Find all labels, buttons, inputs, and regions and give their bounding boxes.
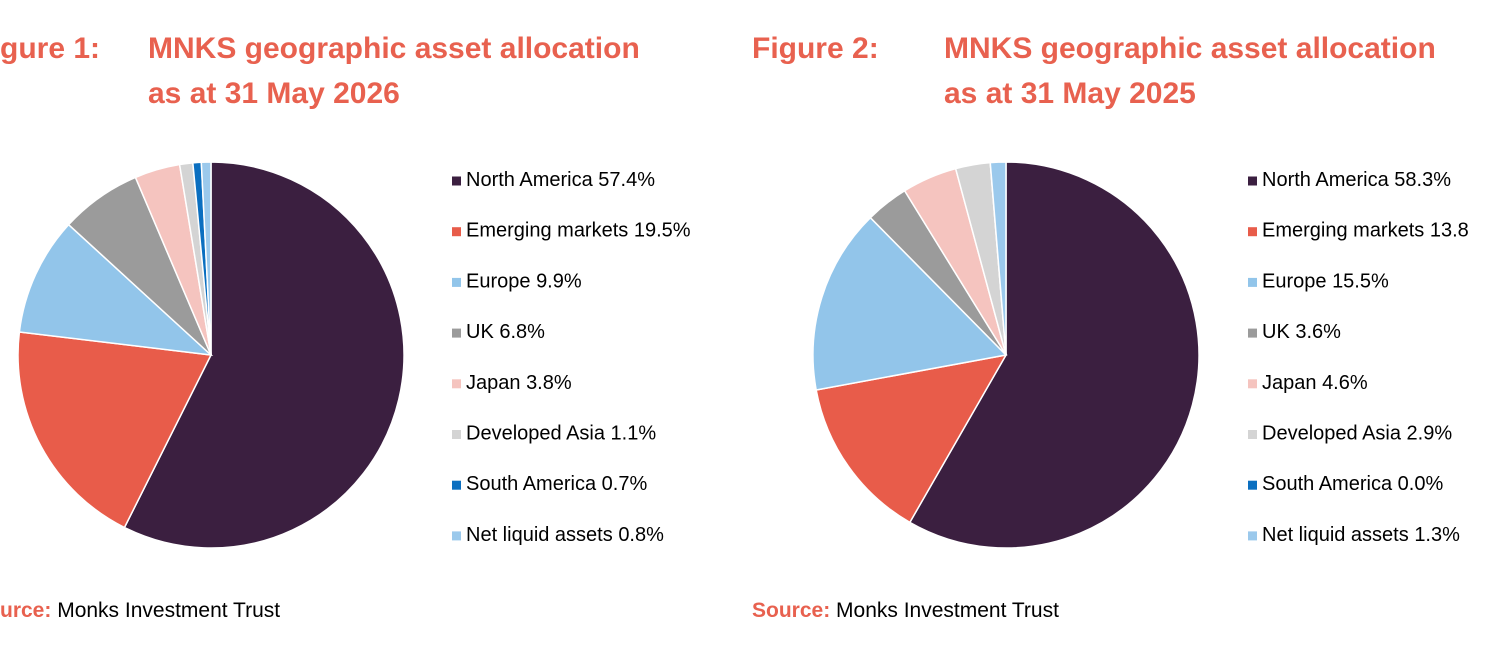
- legend-name: North America: [466, 169, 594, 191]
- legend-value: 0.0%: [1398, 473, 1444, 495]
- legend-name: UK: [1262, 321, 1290, 343]
- legend-name: UK: [466, 321, 494, 343]
- legend-swatch: [452, 430, 461, 439]
- legend-swatch: [452, 328, 461, 338]
- legend-swatch: [452, 379, 461, 389]
- legend-name: Net liquid assets: [1262, 524, 1409, 546]
- pie-slice: [815, 353, 1008, 524]
- legend-name: Europe: [466, 271, 531, 293]
- chart-title: as at 31 May 2025: [944, 77, 1196, 110]
- source-label: urce:: [0, 599, 51, 622]
- pie-slice: [200, 161, 212, 356]
- source-text: Monks Investment Trust: [836, 599, 1059, 622]
- legend-name: Developed Asia: [466, 423, 606, 445]
- legend-name: South America: [466, 473, 597, 495]
- legend-entry: UK 3.6%: [1262, 321, 1341, 343]
- source-text: Monks Investment Trust: [57, 599, 280, 622]
- legend-entry: South America 0.7%: [466, 473, 647, 495]
- legend-value: 0.7%: [602, 473, 648, 495]
- legend-value: 1.3%: [1414, 524, 1460, 546]
- chart-title: MNKS geographic asset allocation: [944, 32, 1436, 65]
- legend-name: Japan: [466, 372, 521, 394]
- legend-value: 15.5%: [1332, 271, 1389, 293]
- legend-swatch: [452, 277, 461, 287]
- legend-entry: UK 6.8%: [466, 321, 545, 343]
- pie-slice: [908, 161, 1200, 549]
- legend-value: 57.4%: [598, 169, 655, 191]
- legend-entry: Japan 4.6%: [1262, 372, 1368, 394]
- legend-entry: North America 58.3%: [1262, 169, 1451, 191]
- legend-entry: Japan 3.8%: [466, 372, 572, 394]
- legend-swatch: [1248, 328, 1257, 338]
- figure-label: gure 1:: [0, 32, 100, 65]
- legend-name: Japan: [1262, 372, 1317, 394]
- legend-swatch: [1248, 277, 1257, 287]
- legend-entry: South America 0.0%: [1262, 473, 1443, 495]
- source: urce: Monks Investment Trust: [0, 599, 280, 622]
- legend-value: 1.1%: [611, 423, 657, 445]
- legend-name: North America: [1262, 169, 1390, 191]
- figure-label: Figure 2:: [752, 32, 879, 65]
- legend-value: 3.6%: [1295, 321, 1341, 343]
- legend-entry: Emerging markets 19.5%: [466, 220, 691, 242]
- legend-name: South America: [1262, 473, 1393, 495]
- legend-value: 58.3%: [1394, 169, 1451, 191]
- legend-swatch: [1248, 430, 1257, 439]
- legend-name: Net liquid assets: [466, 524, 613, 546]
- legend-entry: Net liquid assets 1.3%: [1262, 524, 1460, 546]
- legend-entry: Developed Asia 2.9%: [1262, 423, 1452, 445]
- chart-title: MNKS geographic asset allocation: [148, 32, 640, 65]
- legend-swatch: [452, 176, 461, 186]
- pie-slice: [123, 161, 405, 549]
- legend-entry: Net liquid assets 0.8%: [466, 524, 664, 546]
- legend-entry: Emerging markets 13.8: [1262, 220, 1469, 242]
- legend-name: Emerging markets: [1262, 220, 1424, 242]
- pie-slice: [17, 331, 213, 529]
- legend-name: Europe: [1262, 271, 1327, 293]
- legend-swatch: [452, 480, 461, 490]
- legend-value: 4.6%: [1322, 372, 1368, 394]
- legend-swatch: [1248, 379, 1257, 389]
- legend-swatch: [1248, 227, 1257, 237]
- legend-value: 6.8%: [499, 321, 545, 343]
- figure: gure 1: MNKS geographic asset allocation a…: [0, 32, 691, 622]
- legend-entry: Developed Asia 1.1%: [466, 423, 656, 445]
- legend-entry: North America 57.4%: [466, 169, 655, 191]
- legend-value: 3.8%: [526, 372, 572, 394]
- chart-title: as at 31 May 2026: [148, 77, 400, 110]
- figure: Figure 2: MNKS geographic asset allocatio…: [752, 32, 1469, 622]
- legend-value: 0.8%: [618, 524, 664, 546]
- source-label: Source:: [752, 599, 830, 622]
- legend-name: Emerging markets: [466, 220, 628, 242]
- legend-swatch: [1248, 480, 1257, 490]
- pie-slice: [989, 161, 1007, 356]
- legend-entry: Europe 9.9%: [466, 271, 582, 293]
- legend-value: 13.8: [1430, 220, 1469, 242]
- legend-value: 2.9%: [1407, 423, 1453, 445]
- pie-slice: [812, 216, 1008, 391]
- legend-swatch: [452, 531, 461, 541]
- legend-swatch: [1248, 176, 1257, 186]
- legend-value: 19.5%: [634, 220, 691, 242]
- legend-swatch: [452, 227, 461, 237]
- pie-slice: [18, 223, 214, 357]
- legend-name: Developed Asia: [1262, 423, 1402, 445]
- legend-swatch: [1248, 531, 1257, 541]
- source: Source: Monks Investment Trust: [752, 599, 1059, 622]
- legend-entry: Europe 15.5%: [1262, 271, 1389, 293]
- legend-value: 9.9%: [536, 271, 582, 293]
